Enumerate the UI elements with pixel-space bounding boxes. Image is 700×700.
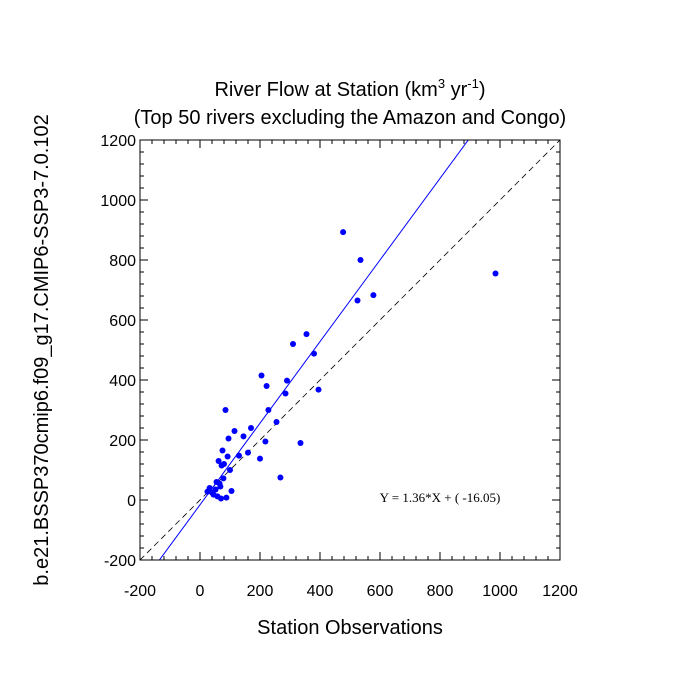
data-point <box>219 447 226 454</box>
data-point <box>223 494 230 501</box>
y-tick-label: 200 <box>109 433 136 450</box>
regression-equation: Y = 1.36*X + ( -16.05) <box>380 490 501 505</box>
x-tick-label: 800 <box>427 583 454 600</box>
data-point <box>263 383 270 389</box>
x-tick-label: 200 <box>247 583 274 600</box>
x-tick-label: 1200 <box>542 583 578 600</box>
data-point <box>340 229 347 236</box>
chart-subtitle: (Top 50 rivers excluding the Amazon and … <box>134 107 566 129</box>
data-point <box>354 297 361 304</box>
data-point <box>370 292 377 299</box>
data-point <box>227 467 233 473</box>
chart-title: River Flow at Station (km3 yr-1) (Top 50… <box>134 76 566 129</box>
data-point <box>231 428 238 434</box>
x-tick-label: 1000 <box>482 583 518 600</box>
data-point <box>212 486 219 493</box>
data-point <box>282 390 289 397</box>
data-point <box>265 407 272 413</box>
data-point <box>245 449 251 456</box>
y-tick-label: 600 <box>109 313 136 330</box>
data-point <box>315 386 322 393</box>
data-point <box>206 485 213 491</box>
x-tick-label: 400 <box>307 583 334 600</box>
data-point <box>284 377 290 384</box>
data-point <box>222 407 229 413</box>
y-tick-label: 0 <box>127 493 136 510</box>
data-point <box>236 452 242 459</box>
data-point <box>357 257 364 263</box>
data-point <box>303 331 310 338</box>
data-point <box>220 475 227 482</box>
data-point <box>228 488 235 494</box>
data-point <box>240 433 247 440</box>
data-point <box>262 438 269 445</box>
y-tick-label: 1200 <box>100 133 136 150</box>
plot-area: -200 0 200 400 600 800 1000 1200 -200 0 200 400 600 8… <box>100 133 578 600</box>
data-point <box>215 458 222 464</box>
data-point <box>311 350 317 357</box>
data-point <box>225 435 232 442</box>
data-point <box>224 453 231 460</box>
data-point <box>277 474 284 481</box>
y-tick-label: -200 <box>104 553 136 570</box>
y-tick-label: 1000 <box>100 193 136 210</box>
plot-frame <box>139 139 561 561</box>
data-point <box>492 270 499 277</box>
data-point <box>218 495 224 502</box>
x-axis-label: Station Observations <box>257 617 443 639</box>
data-point <box>258 372 265 379</box>
data-point <box>257 455 263 462</box>
y-tick-label: 800 <box>109 253 136 270</box>
y-axis-label: b.e21.BSSP370cmip6.f09_g17.CMIP6-SSP3-7.… <box>31 114 53 585</box>
x-tick-label: -200 <box>124 583 156 600</box>
data-point <box>217 483 224 490</box>
x-tick-label: 600 <box>367 583 394 600</box>
one-to-one-line <box>140 140 560 560</box>
data-point <box>273 419 280 425</box>
data-point <box>221 461 227 467</box>
x-tick-label: 0 <box>196 583 205 600</box>
data-point <box>290 341 296 347</box>
data-point <box>297 440 304 446</box>
chart-title-line1: River Flow at Station (km3 yr-1) <box>214 76 485 101</box>
y-tick-label: 400 <box>109 373 136 390</box>
data-point <box>248 425 254 431</box>
